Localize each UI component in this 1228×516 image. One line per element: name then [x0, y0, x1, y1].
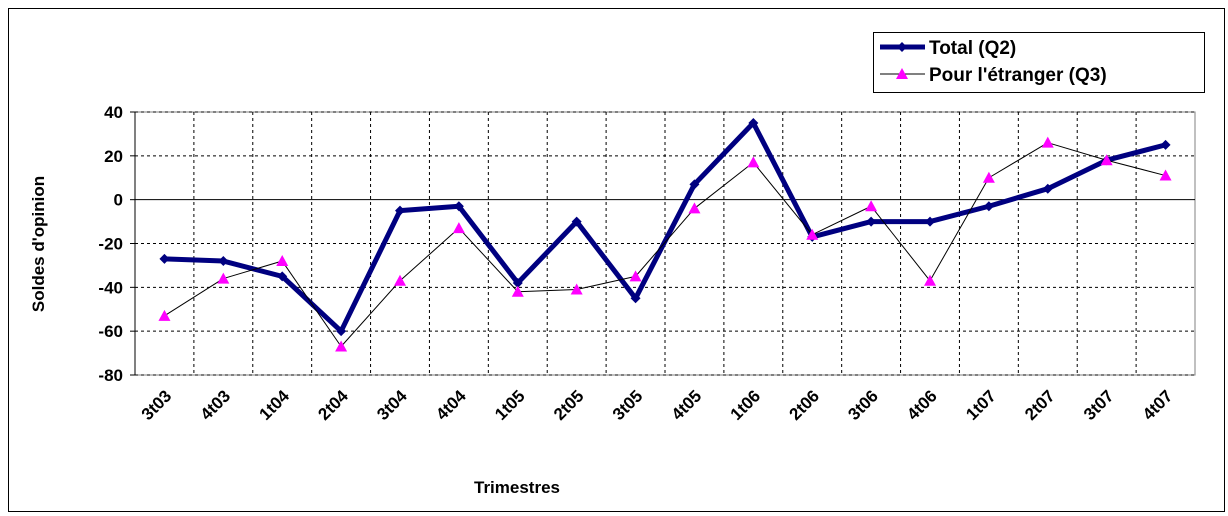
- point: [335, 340, 348, 352]
- point: [689, 179, 700, 190]
- point: [277, 271, 288, 282]
- point: [924, 274, 936, 286]
- y-tick-label: -40: [98, 278, 123, 297]
- point: [866, 216, 877, 227]
- y-axis-title: Soldes d'opinion: [29, 176, 48, 312]
- series-line: [164, 142, 1166, 348]
- point: [688, 202, 701, 214]
- point: [630, 293, 641, 304]
- point: [394, 274, 406, 286]
- y-tick-label: -20: [98, 235, 123, 254]
- point: [452, 222, 465, 234]
- point: [159, 253, 170, 264]
- y-tick-label: 20: [104, 147, 123, 166]
- point: [1159, 169, 1172, 181]
- point: [276, 255, 289, 267]
- point: [570, 283, 583, 295]
- point: [158, 309, 171, 321]
- point: [511, 285, 524, 297]
- y-tick-label: -60: [98, 322, 123, 341]
- point: [1042, 183, 1053, 194]
- point: [453, 201, 464, 212]
- point: [336, 326, 347, 337]
- legend-marker: [896, 68, 908, 79]
- point: [748, 117, 759, 128]
- y-tick-label: -80: [98, 366, 123, 385]
- point: [806, 228, 819, 240]
- point: [571, 216, 582, 227]
- point: [925, 216, 935, 227]
- y-tick-label: 40: [104, 103, 123, 122]
- point: [982, 171, 995, 183]
- point: [395, 205, 405, 216]
- point: [217, 272, 230, 284]
- legend-label: Total (Q2): [929, 38, 1016, 59]
- point: [1160, 139, 1171, 150]
- point: [629, 270, 642, 282]
- point: [512, 277, 523, 288]
- point: [1100, 154, 1113, 166]
- point: [865, 200, 878, 212]
- legend-box: [873, 32, 1205, 93]
- point: [218, 256, 229, 267]
- legend-label: Pour l'étranger (Q3): [929, 65, 1107, 86]
- point: [747, 156, 760, 168]
- x-axis-title: Trimestres: [474, 478, 560, 497]
- legend-marker: [897, 42, 907, 52]
- point: [1041, 136, 1054, 148]
- series-line: [164, 120, 1167, 334]
- point: [983, 201, 994, 212]
- y-tick-label: 0: [114, 191, 123, 210]
